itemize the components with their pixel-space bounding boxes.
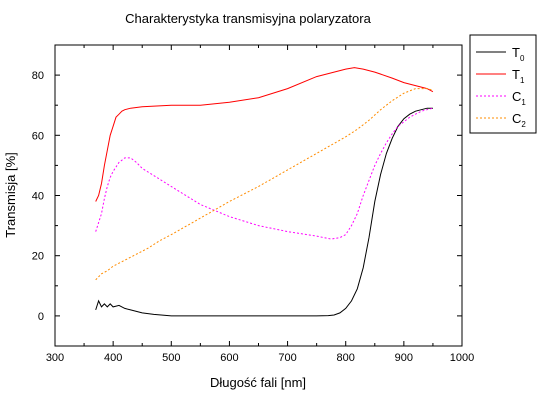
y-tick-label: 0 — [38, 311, 44, 323]
y-tick-label: 80 — [32, 70, 44, 82]
x-tick-label: 800 — [337, 352, 355, 364]
x-tick-label: 300 — [46, 352, 64, 364]
x-tick-label: 400 — [104, 352, 122, 364]
series-line-c2 — [95, 88, 434, 281]
y-axis-title: Transmisja [%] — [3, 152, 18, 237]
x-tick-label: 500 — [162, 352, 180, 364]
y-tick-label: 40 — [32, 191, 44, 203]
x-tick-label: 700 — [278, 352, 296, 364]
x-tick-label: 600 — [220, 352, 238, 364]
x-tick-label: 900 — [395, 352, 413, 364]
x-tick-label: 1000 — [450, 352, 474, 364]
x-axis-title: Długość fali [nm] — [210, 375, 306, 390]
y-tick-label: 20 — [32, 251, 44, 263]
series-line-t0 — [95, 107, 433, 317]
series-line-t1 — [95, 67, 434, 202]
legend-box — [469, 34, 537, 134]
chart-title: Charakterystyka transmisyjna polaryzator… — [125, 11, 371, 26]
y-tick-label: 60 — [32, 130, 44, 142]
axes: 300 400 500 600 700 800 900 1000 0 20 40 60 80 — [32, 44, 474, 364]
series-line-c1 — [95, 107, 434, 240]
plot-frame — [54, 44, 463, 347]
plot-area — [95, 67, 434, 317]
